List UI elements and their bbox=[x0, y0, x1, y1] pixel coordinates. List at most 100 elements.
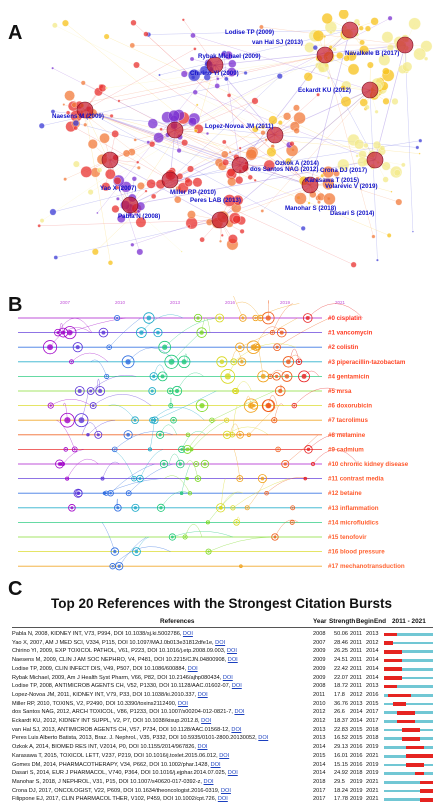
network-label: Lodise TP (2009) bbox=[225, 29, 274, 36]
strength-cell: 15.15 bbox=[334, 761, 348, 768]
doi-link[interactable]: DOI bbox=[201, 718, 212, 724]
timeline-arc bbox=[63, 402, 68, 421]
network-edge bbox=[90, 29, 351, 193]
timeline-node bbox=[235, 342, 245, 352]
begin-cell: 2011 bbox=[350, 657, 363, 664]
timeline-node bbox=[72, 342, 83, 353]
timeline-node-core bbox=[301, 373, 307, 379]
network-node bbox=[136, 209, 141, 214]
network-node bbox=[111, 205, 120, 213]
doi-link[interactable]: DOI bbox=[226, 648, 237, 655]
burst-row: Ozkok A, 2014, BIOMED RES INT, V2014, P0… bbox=[0, 743, 443, 752]
doi-link[interactable]: DOI bbox=[197, 744, 208, 751]
timeline-node-core bbox=[127, 492, 130, 495]
network-hub-node bbox=[316, 46, 334, 64]
network-node bbox=[168, 110, 180, 122]
doi-link[interactable]: DOI bbox=[231, 726, 242, 733]
strength-cell: 18.24 bbox=[334, 787, 348, 794]
doi-link[interactable]: DOI bbox=[177, 700, 188, 707]
timeline-node bbox=[95, 386, 106, 396]
doi-link[interactable]: DOI bbox=[187, 665, 198, 672]
begin-cell: 2018 bbox=[350, 770, 363, 777]
doi-link[interactable]: DOI bbox=[210, 761, 221, 768]
year-cell: 2017 bbox=[313, 796, 326, 803]
burst-timeline-bar bbox=[384, 763, 433, 767]
timeline-node-core bbox=[274, 374, 279, 379]
end-cell: 2013 bbox=[366, 683, 379, 690]
network-node bbox=[372, 140, 382, 150]
network-label: Dasari S (2014) bbox=[330, 210, 374, 217]
burst-row: Lodise TP, 2008, ANTIMICROB AGENTS CH, V… bbox=[0, 682, 443, 691]
network-node bbox=[137, 182, 145, 190]
doi-link[interactable]: DOI bbox=[197, 691, 208, 698]
doi-link[interactable]: DOI bbox=[258, 735, 269, 742]
burst-row: Dasari S, 2014, EUR J PHARMACOL, V740, P… bbox=[0, 769, 443, 778]
timeline-arc bbox=[153, 364, 167, 377]
timeline-node bbox=[158, 340, 171, 354]
doi-link[interactable]: DOI bbox=[227, 657, 238, 664]
network-node bbox=[62, 103, 66, 106]
network-node bbox=[251, 97, 259, 105]
network-node bbox=[323, 183, 330, 189]
timeline-arc bbox=[128, 463, 174, 494]
doi-link[interactable]: DOI bbox=[217, 796, 228, 803]
timeline-node-core bbox=[254, 316, 257, 320]
strength-cell: 50.06 bbox=[334, 631, 348, 637]
doi-link[interactable]: DOI bbox=[222, 674, 233, 681]
network-label: Pabla N (2008) bbox=[118, 213, 160, 220]
network-node bbox=[83, 122, 88, 127]
timeline-node-core bbox=[196, 477, 200, 480]
timeline-node-core bbox=[105, 375, 108, 378]
timeline-node-core bbox=[207, 521, 209, 524]
network-node bbox=[321, 12, 333, 24]
network-node bbox=[80, 166, 93, 178]
burst-row: Lodise TP, 2009, CLIN INFECT DIS, V49, P… bbox=[0, 665, 443, 674]
timeline-node bbox=[60, 412, 75, 428]
timeline-arc bbox=[288, 354, 303, 362]
timeline-node-core bbox=[231, 506, 234, 509]
burst-row: Karasawa T, 2015, TOXICOL LETT, V237, P2… bbox=[0, 752, 443, 761]
timeline-node-core bbox=[47, 344, 54, 351]
header-range: 2011 - 2021 bbox=[392, 618, 426, 625]
network-node bbox=[189, 56, 195, 62]
network-node bbox=[357, 156, 368, 168]
doi-link[interactable]: DOI bbox=[215, 639, 226, 646]
burst-timeline-bar bbox=[384, 754, 433, 758]
doi-link[interactable]: DOI bbox=[234, 709, 245, 716]
network-node bbox=[37, 224, 41, 228]
strength-cell: 26.6 bbox=[334, 709, 345, 716]
network-node bbox=[413, 47, 426, 61]
doi-link[interactable]: DOI bbox=[182, 631, 193, 637]
network-node bbox=[285, 157, 292, 165]
doi-link[interactable]: DOI bbox=[227, 770, 238, 777]
burst-segment bbox=[384, 684, 398, 689]
strength-cell: 16.01 bbox=[334, 752, 348, 759]
year-cell: 2009 bbox=[313, 665, 326, 672]
network-node bbox=[185, 217, 198, 230]
doi-link[interactable]: DOI bbox=[231, 683, 242, 690]
timeline-year-label: 2007 bbox=[60, 300, 71, 305]
timeline-node bbox=[310, 461, 316, 467]
doi-link[interactable]: DOI bbox=[220, 787, 231, 794]
timeline-node bbox=[125, 490, 132, 497]
end-cell: 2014 bbox=[366, 648, 379, 655]
timeline-node bbox=[68, 504, 76, 512]
network-node bbox=[130, 242, 135, 247]
network-edge bbox=[223, 54, 241, 166]
burst-segment bbox=[384, 632, 398, 637]
network-node bbox=[415, 145, 420, 150]
timeline-node-core bbox=[305, 316, 310, 320]
doi-link[interactable]: DOI bbox=[203, 778, 214, 785]
burst-row: Lopez-Novoa JM, 2011, KIDNEY INT, V79, P… bbox=[0, 691, 443, 700]
timeline-node bbox=[193, 461, 200, 467]
strength-cell: 26.25 bbox=[334, 648, 348, 655]
timeline-node-core bbox=[181, 359, 187, 365]
network-node bbox=[364, 25, 371, 32]
doi-link[interactable]: DOI bbox=[219, 752, 230, 759]
network-edge bbox=[106, 36, 376, 161]
network-node bbox=[116, 197, 120, 201]
network-node bbox=[50, 109, 56, 114]
timeline-cluster-label: #0 cisplatin bbox=[328, 315, 362, 322]
timeline-node bbox=[121, 355, 135, 369]
network-node bbox=[374, 109, 379, 114]
